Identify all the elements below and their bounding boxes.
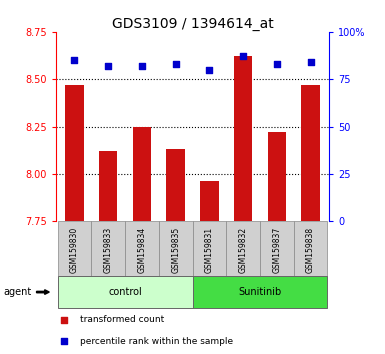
Bar <box>159 221 192 276</box>
Text: control: control <box>108 287 142 297</box>
Text: GSM159830: GSM159830 <box>70 227 79 273</box>
Bar <box>192 276 328 308</box>
Point <box>274 61 280 67</box>
Text: Sunitinib: Sunitinib <box>238 287 281 297</box>
Text: GSM159833: GSM159833 <box>104 227 113 273</box>
Bar <box>294 221 328 276</box>
Text: GSM159835: GSM159835 <box>171 227 180 273</box>
Bar <box>57 276 192 308</box>
Bar <box>166 149 185 221</box>
Text: agent: agent <box>4 287 32 297</box>
Bar <box>260 221 294 276</box>
Bar <box>99 151 117 221</box>
Bar <box>200 182 219 221</box>
Text: percentile rank within the sample: percentile rank within the sample <box>80 337 234 346</box>
Bar <box>57 221 91 276</box>
Bar <box>91 221 125 276</box>
Bar <box>65 85 84 221</box>
Point <box>61 317 67 323</box>
Point <box>172 61 179 67</box>
Point <box>61 338 67 344</box>
Text: GSM159832: GSM159832 <box>239 227 248 273</box>
Point <box>105 63 111 69</box>
Point <box>240 54 246 59</box>
Bar <box>132 127 151 221</box>
Point <box>206 67 213 73</box>
Bar <box>268 132 286 221</box>
Bar <box>234 57 253 221</box>
Bar <box>125 221 159 276</box>
Point <box>139 63 145 69</box>
Title: GDS3109 / 1394614_at: GDS3109 / 1394614_at <box>112 17 273 31</box>
Bar <box>192 221 226 276</box>
Text: GSM159838: GSM159838 <box>306 227 315 273</box>
Text: GSM159831: GSM159831 <box>205 227 214 273</box>
Text: GSM159834: GSM159834 <box>137 227 146 273</box>
Point <box>308 59 314 65</box>
Text: GSM159837: GSM159837 <box>272 227 281 273</box>
Point <box>71 57 77 63</box>
Bar <box>226 221 260 276</box>
Text: transformed count: transformed count <box>80 315 165 324</box>
Bar <box>301 85 320 221</box>
